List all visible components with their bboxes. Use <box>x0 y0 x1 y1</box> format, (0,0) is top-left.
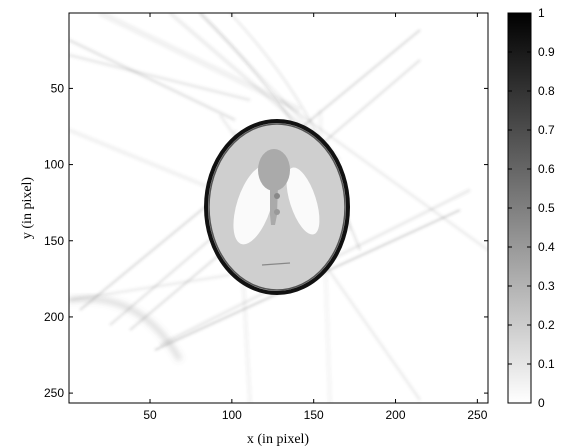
colorbar-tick-label: 0.7 <box>538 123 555 137</box>
y-tick-label: 50 <box>51 81 65 95</box>
colorbar-tick-label: 1 <box>538 6 545 20</box>
x-axis-label: x (in pixel) <box>247 432 310 447</box>
phantom <box>204 119 350 295</box>
colorbar-tick-label: 0.3 <box>538 279 555 293</box>
colorbar-tick-label: 0.6 <box>538 162 555 176</box>
y-axis-label: y (in pixel) <box>20 177 35 240</box>
x-tick-label: 50 <box>143 408 157 422</box>
colorbar-tick-label: 0.9 <box>538 45 555 59</box>
y-axis: 50 100 150 200 250 <box>44 81 488 400</box>
x-tick-label: 100 <box>222 408 242 422</box>
colorbar-ticks: 0 0.1 0.2 0.3 0.4 0.5 0.6 0.7 0.8 0.9 1 <box>508 6 555 410</box>
plot-frame <box>68 12 489 404</box>
x-tick-label: 150 <box>304 408 324 422</box>
colorbar-tick-label: 0.5 <box>538 201 555 215</box>
colorbar-tick-label: 0.1 <box>538 357 555 371</box>
x-tick-label: 200 <box>386 408 406 422</box>
colorbar-tick-label: 0.4 <box>538 240 555 254</box>
x-axis: 50 100 150 200 250 <box>143 13 488 422</box>
colorbar-tick-label: 0 <box>538 396 545 410</box>
colorbar-tick-label: 0.2 <box>538 318 555 332</box>
y-tick-label: 100 <box>44 158 64 172</box>
heatmap-image <box>69 13 488 403</box>
colorbar: 0 0.1 0.2 0.3 0.4 0.5 0.6 0.7 0.8 0.9 1 <box>507 6 555 410</box>
y-tick-label: 200 <box>44 310 64 324</box>
y-tick-label: 250 <box>44 386 64 400</box>
x-tick-label: 250 <box>467 408 487 422</box>
colorbar-tick-label: 0.8 <box>538 84 555 98</box>
y-tick-label: 150 <box>44 234 64 248</box>
